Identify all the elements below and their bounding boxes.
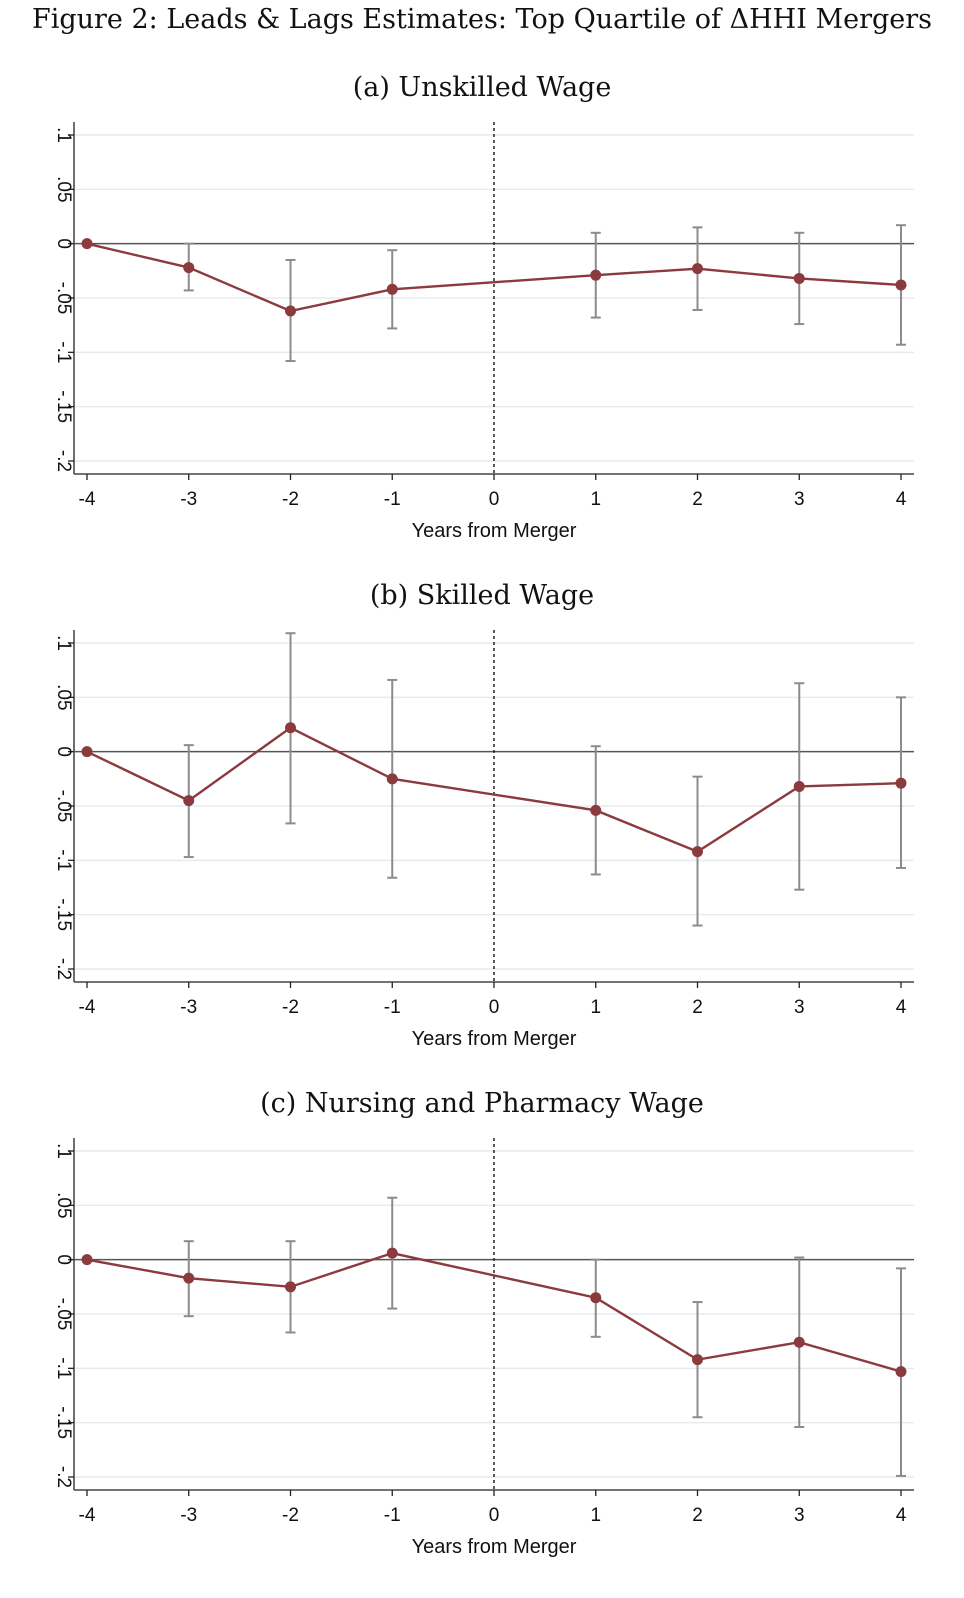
data-point-3 xyxy=(386,773,398,785)
x-axis-title: Years from Merger xyxy=(412,1028,577,1050)
data-point-7 xyxy=(895,777,907,789)
x-axis-title: Years from Merger xyxy=(412,520,577,542)
y-tick-label-5: .05 xyxy=(53,1192,74,1218)
x-tick-label-5: 1 xyxy=(590,1505,601,1526)
data-point-4 xyxy=(590,1292,602,1304)
x-tick-label-0: -4 xyxy=(79,489,96,510)
y-tick-label-4: 0 xyxy=(53,746,74,757)
x-tick-label-0: -4 xyxy=(79,997,96,1018)
y-tick-label-6: .1 xyxy=(53,1143,74,1159)
x-tick-label-6: 2 xyxy=(692,489,703,510)
panel-nursing-pharmacy-wage: (c) Nursing and Pharmacy Wage -.2 -.15 -.1 -… xyxy=(0,1076,964,1581)
x-tick-label-0: -4 xyxy=(79,1505,96,1526)
x-tick-label-7: 3 xyxy=(794,489,805,510)
data-point-3 xyxy=(386,1247,398,1259)
x-tick-label-8: 4 xyxy=(896,489,907,510)
data-point-1 xyxy=(183,795,195,807)
x-tick-label-1: -3 xyxy=(180,997,197,1018)
x-tick-label-2: -2 xyxy=(282,1505,299,1526)
x-tick-label-4: 0 xyxy=(489,997,500,1018)
data-point-7 xyxy=(895,1366,907,1378)
y-tick-label-3: -.05 xyxy=(53,790,74,823)
x-tick-label-3: -1 xyxy=(384,489,401,510)
y-tick-label-3: -.05 xyxy=(53,282,74,315)
y-tick-label-4: 0 xyxy=(53,238,74,249)
y-tick-label-0: -.2 xyxy=(53,958,74,980)
x-tick-label-2: -2 xyxy=(282,997,299,1018)
figure-title: Figure 2: Leads & Lags Estimates: Top Qu… xyxy=(31,4,933,35)
chart-svg: (b) Skilled Wage -.2 -.15 -.1 -.05 0 .05 .1 -4 -3… xyxy=(53,580,914,1050)
x-tick-label-5: 1 xyxy=(590,489,601,510)
x-tick-label-7: 3 xyxy=(794,1505,805,1526)
y-tick-label-1: -.15 xyxy=(53,390,74,423)
data-point-0 xyxy=(81,1254,93,1266)
y-tick-label-0: -.2 xyxy=(53,450,74,472)
x-tick-label-4: 0 xyxy=(489,1505,500,1526)
data-point-1 xyxy=(183,262,195,274)
chart-svg: (c) Nursing and Pharmacy Wage -.2 -.15 -.1 -… xyxy=(53,1088,914,1558)
x-tick-label-7: 3 xyxy=(794,997,805,1018)
y-tick-label-4: 0 xyxy=(53,1254,74,1265)
x-tick-label-5: 1 xyxy=(590,997,601,1018)
x-tick-label-1: -3 xyxy=(180,1505,197,1526)
data-point-5 xyxy=(692,846,703,858)
data-point-0 xyxy=(81,746,93,758)
data-point-4 xyxy=(590,804,602,816)
y-tick-label-1: -.15 xyxy=(53,1406,74,1439)
y-tick-label-2: -.1 xyxy=(53,849,74,871)
y-tick-label-2: -.1 xyxy=(53,1357,74,1379)
x-tick-label-8: 4 xyxy=(896,1505,907,1526)
data-point-1 xyxy=(183,1272,195,1284)
data-point-6 xyxy=(793,1336,805,1348)
data-point-5 xyxy=(692,1354,703,1366)
y-tick-label-6: .1 xyxy=(53,127,74,143)
y-tick-label-3: -.05 xyxy=(53,1298,74,1331)
panel-unskilled-wage: (a) Unskilled Wage -.2 -.15 -.1 -.05 0 .05 .1 -4… xyxy=(0,60,964,565)
x-axis-title: Years from Merger xyxy=(412,1536,577,1558)
data-point-3 xyxy=(386,283,398,295)
y-tick-label-0: -.2 xyxy=(53,1466,74,1488)
data-point-0 xyxy=(81,238,93,250)
data-point-6 xyxy=(793,272,805,284)
y-tick-label-5: .05 xyxy=(53,684,74,710)
x-tick-label-6: 2 xyxy=(692,1505,703,1526)
x-tick-label-2: -2 xyxy=(282,489,299,510)
y-tick-label-5: .05 xyxy=(53,176,74,202)
y-tick-label-1: -.15 xyxy=(53,898,74,931)
data-point-2 xyxy=(285,305,296,317)
x-tick-label-4: 0 xyxy=(489,489,500,510)
y-tick-label-6: .1 xyxy=(53,635,74,651)
x-tick-label-8: 4 xyxy=(896,997,907,1018)
x-tick-label-3: -1 xyxy=(384,997,401,1018)
chart-subtitle: (a) Unskilled Wage xyxy=(353,72,612,103)
data-point-2 xyxy=(285,722,296,734)
x-tick-label-6: 2 xyxy=(692,997,703,1018)
x-tick-label-3: -1 xyxy=(384,1505,401,1526)
chart-subtitle: (c) Nursing and Pharmacy Wage xyxy=(260,1088,704,1119)
chart-subtitle: (b) Skilled Wage xyxy=(370,580,594,611)
data-point-6 xyxy=(793,780,805,792)
series-line xyxy=(86,242,902,313)
series-line xyxy=(86,726,902,853)
data-point-7 xyxy=(895,279,907,291)
panel-skilled-wage: (b) Skilled Wage -.2 -.15 -.1 -.05 0 .05 .1 -4 -3… xyxy=(0,568,964,1073)
x-tick-label-1: -3 xyxy=(180,489,197,510)
data-point-2 xyxy=(285,1281,296,1293)
y-tick-label-2: -.1 xyxy=(53,341,74,363)
data-point-5 xyxy=(692,263,703,275)
series-line xyxy=(86,1251,902,1373)
chart-svg: (a) Unskilled Wage -.2 -.15 -.1 -.05 0 .05 .1 -4… xyxy=(53,72,914,542)
data-point-4 xyxy=(590,269,602,281)
